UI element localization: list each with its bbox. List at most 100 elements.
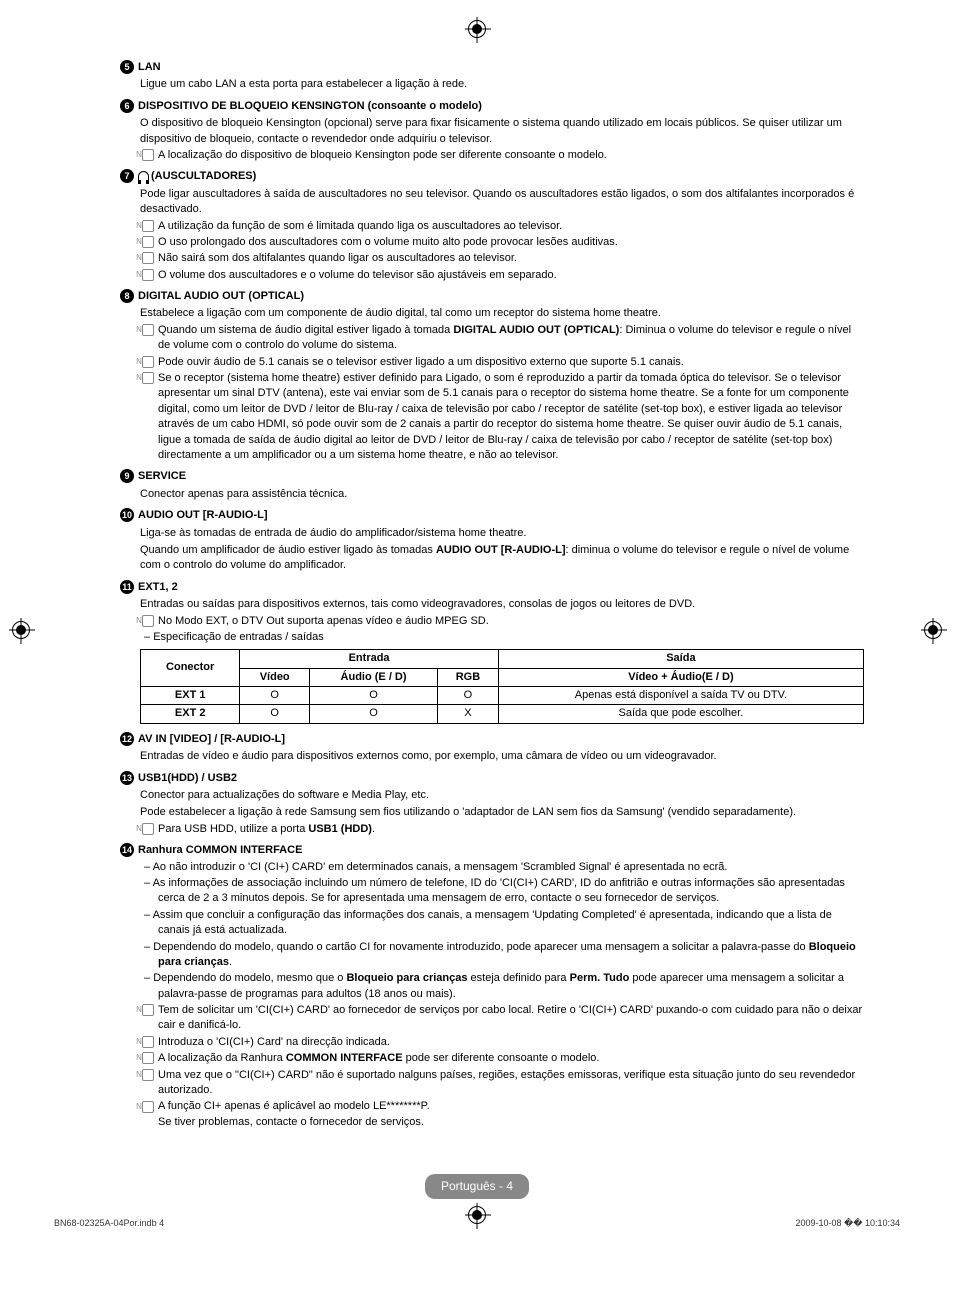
io-spec-table: Conector Entrada Saída Vídeo Áudio (E / … xyxy=(140,649,864,724)
section-heading: 9SERVICE xyxy=(140,469,864,484)
note-icon: N xyxy=(142,1069,154,1081)
dash-text: Assim que concluir a configuração das in… xyxy=(153,909,832,936)
note-line: N Uma vez que o "CI(CI+) CARD" não é supo… xyxy=(144,1068,864,1099)
td-output: Apenas está disponível a saída TV ou DTV… xyxy=(498,687,863,705)
dash-line: As informações de associação incluindo u… xyxy=(144,876,864,907)
dash-line: Especificação de entradas / saídas xyxy=(144,630,864,645)
dash-text: Dependendo do modelo, quando o cartão CI… xyxy=(153,941,856,968)
td-connector: EXT 1 xyxy=(141,687,240,705)
item-number: 5 xyxy=(120,60,134,74)
note-line: N Não sairá som dos altifalantes quando l… xyxy=(144,251,864,266)
note-text: A localização da Ranhura COMMON INTERFAC… xyxy=(158,1052,599,1064)
section-heading: 11EXT1, 2 xyxy=(140,580,864,595)
note-icon: N xyxy=(142,372,154,384)
dash-text: Especificação de entradas / saídas xyxy=(153,631,324,643)
note-line: NPara USB HDD, utilize a porta USB1 (HDD… xyxy=(144,822,864,837)
note-icon: N xyxy=(142,1004,154,1016)
body-text: Entradas ou saídas para dispositivos ext… xyxy=(140,597,864,612)
note-text: A localização do dispositivo de bloqueio… xyxy=(158,149,607,161)
registration-mark-right xyxy=(924,621,942,639)
note-text: Para USB HDD, utilize a porta USB1 (HDD)… xyxy=(158,823,375,835)
section-heading: 7(AUSCULTADORES) xyxy=(140,169,864,184)
table-row: Conector Entrada Saída xyxy=(141,650,864,668)
section-heading: 10AUDIO OUT [R-AUDIO-L] xyxy=(140,508,864,523)
body-text: O dispositivo de bloqueio Kensington (op… xyxy=(140,116,864,147)
note-icon: N xyxy=(142,1052,154,1064)
note-line: N Tem de solicitar um 'CI(CI+) CARD' ao f… xyxy=(144,1003,864,1034)
body-text: Conector apenas para assistência técnica… xyxy=(140,487,864,502)
td-connector: EXT 2 xyxy=(141,705,240,723)
item-number: 12 xyxy=(120,732,134,746)
page-content: 5LANLigue um cabo LAN a esta porta para … xyxy=(50,60,904,1130)
body-text: Entradas de vídeo e áudio para dispositi… xyxy=(140,749,864,764)
note-text: Uma vez que o "CI(CI+) CARD" não é supor… xyxy=(158,1069,855,1096)
item-title: AV IN [VIDEO] / [R-AUDIO-L] xyxy=(138,733,285,745)
dash-text: Ao não introduzir o 'CI (CI+) CARD' em d… xyxy=(153,861,728,873)
section-heading: 12AV IN [VIDEO] / [R-AUDIO-L] xyxy=(140,732,864,747)
note-text: Tem de solicitar um 'CI(CI+) CARD' ao fo… xyxy=(158,1004,862,1031)
dash-line: Dependendo do modelo, mesmo que o Bloque… xyxy=(144,971,864,1002)
note-line: N O uso prolongado dos auscultadores com … xyxy=(144,235,864,250)
table-row: Vídeo Áudio (E / D) RGB Vídeo + Áudio(E … xyxy=(141,668,864,686)
body-text: Ligue um cabo LAN a esta porta para esta… xyxy=(140,77,864,92)
th-connector: Conector xyxy=(141,650,240,687)
item-number: 9 xyxy=(120,469,134,483)
note-line: NSe o receptor (sistema home theatre) es… xyxy=(144,371,864,463)
note-line: N A localização da Ranhura COMMON INTERFA… xyxy=(144,1051,864,1066)
note-icon: N xyxy=(142,1101,154,1113)
section-item: 9SERVICE Conector apenas para assistência… xyxy=(140,469,864,502)
note-icon: N xyxy=(142,1036,154,1048)
body-text: Pode estabelecer a ligação à rede Samsun… xyxy=(140,805,864,820)
item-title: LAN xyxy=(138,61,161,73)
section-item: 5LAN Ligue um cabo LAN a esta porta para … xyxy=(140,60,864,93)
note-icon: N xyxy=(142,252,154,264)
dash-text: As informações de associação incluindo u… xyxy=(153,877,845,904)
item-title: SERVICE xyxy=(138,470,186,482)
note-text: No Modo EXT, o DTV Out suporta apenas ví… xyxy=(158,615,489,627)
note-icon: N xyxy=(142,356,154,368)
note-line: NPode ouvir áudio de 5.1 canais se o tel… xyxy=(144,355,864,370)
registration-mark-bottom xyxy=(468,1206,486,1224)
note-text: A função CI+ apenas é aplicável ao model… xyxy=(158,1100,430,1127)
headphone-icon xyxy=(138,171,149,182)
section-heading: 5LAN xyxy=(140,60,864,75)
td-output: Saída que pode escolher. xyxy=(498,705,863,723)
item-title: DIGITAL AUDIO OUT (OPTICAL) xyxy=(138,290,304,302)
note-line: NNo Modo EXT, o DTV Out suporta apenas v… xyxy=(144,614,864,629)
registration-mark-left xyxy=(12,621,30,639)
dash-line: Ao não introduzir o 'CI (CI+) CARD' em d… xyxy=(144,860,864,875)
td-rgb: O xyxy=(438,687,499,705)
item-title: USB1(HDD) / USB2 xyxy=(138,772,237,784)
section-item: 11EXT1, 2 Entradas ou saídas para disposi… xyxy=(140,580,864,724)
note-line: NIntroduza o 'CI(CI+) Card' na direcção … xyxy=(144,1035,864,1050)
item-title: Ranhura COMMON INTERFACE xyxy=(138,844,302,856)
table-row: EXT 1 O O O Apenas está disponível a saí… xyxy=(141,687,864,705)
td-audio: O xyxy=(310,687,438,705)
section-heading: 13USB1(HDD) / USB2 xyxy=(140,771,864,786)
td-audio: O xyxy=(310,705,438,723)
section-item: 6DISPOSITIVO DE BLOQUEIO KENSINGTON (con… xyxy=(140,99,864,164)
dash-text: Dependendo do modelo, mesmo que o Bloque… xyxy=(153,972,844,999)
th-va: Vídeo + Áudio(E / D) xyxy=(498,668,863,686)
note-icon: N xyxy=(142,220,154,232)
body-text: Estabelece a ligação com um componente d… xyxy=(140,306,864,321)
note-line: N A localização do dispositivo de bloquei… xyxy=(144,148,864,163)
note-icon: N xyxy=(142,149,154,161)
note-icon: N xyxy=(142,236,154,248)
dash-line: Dependendo do modelo, quando o cartão CI… xyxy=(144,940,864,971)
note-text: Não sairá som dos altifalantes quando li… xyxy=(158,252,517,264)
item-number: 7 xyxy=(120,169,134,183)
th-output: Saída xyxy=(498,650,863,668)
section-item: 12AV IN [VIDEO] / [R-AUDIO-L] Entradas de… xyxy=(140,732,864,765)
section-item: 13USB1(HDD) / USB2Conector para actualiz… xyxy=(140,771,864,838)
note-icon: N xyxy=(142,324,154,336)
item-number: 13 xyxy=(120,771,134,785)
item-title: DISPOSITIVO DE BLOQUEIO KENSINGTON (cons… xyxy=(138,100,482,112)
note-text: O uso prolongado dos auscultadores com o… xyxy=(158,236,618,248)
section-heading: 8DIGITAL AUDIO OUT (OPTICAL) xyxy=(140,289,864,304)
section-item: 14Ranhura COMMON INTERFACEAo não introdu… xyxy=(140,843,864,1130)
registration-mark-top xyxy=(468,20,486,38)
note-icon: N xyxy=(142,269,154,281)
td-video: O xyxy=(240,687,310,705)
section-item: 7(AUSCULTADORES)Pode ligar auscultadores… xyxy=(140,169,864,283)
